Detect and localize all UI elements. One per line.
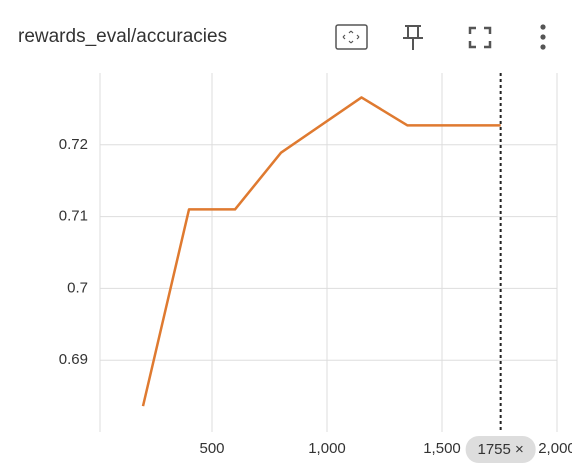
series-line: [141, 96, 501, 407]
x-tick-label: 1,500: [423, 440, 461, 457]
hover-tooltip[interactable]: 1755 ×: [465, 436, 536, 463]
y-tick-label: 0.69: [59, 351, 88, 368]
x-tick-label: 1,000: [308, 440, 346, 457]
hover-tooltip-bg: [465, 436, 536, 463]
y-tick-label: 0.72: [59, 136, 88, 153]
x-tick-label: 500: [199, 440, 224, 457]
toolbar: [335, 24, 546, 50]
more-button[interactable]: [540, 24, 546, 50]
y-tick-label: 0.71: [59, 208, 88, 225]
x-tick-label: 2,000: [538, 440, 572, 457]
y-tick-label: 0.7: [67, 279, 88, 296]
fullscreen-button[interactable]: [468, 26, 492, 49]
pin-button[interactable]: [403, 25, 423, 50]
fit-domain-button[interactable]: [335, 24, 368, 50]
chart-title: rewards_eval/accuracies: [18, 26, 227, 47]
hover-tooltip-label: 1755 ×: [478, 441, 524, 458]
